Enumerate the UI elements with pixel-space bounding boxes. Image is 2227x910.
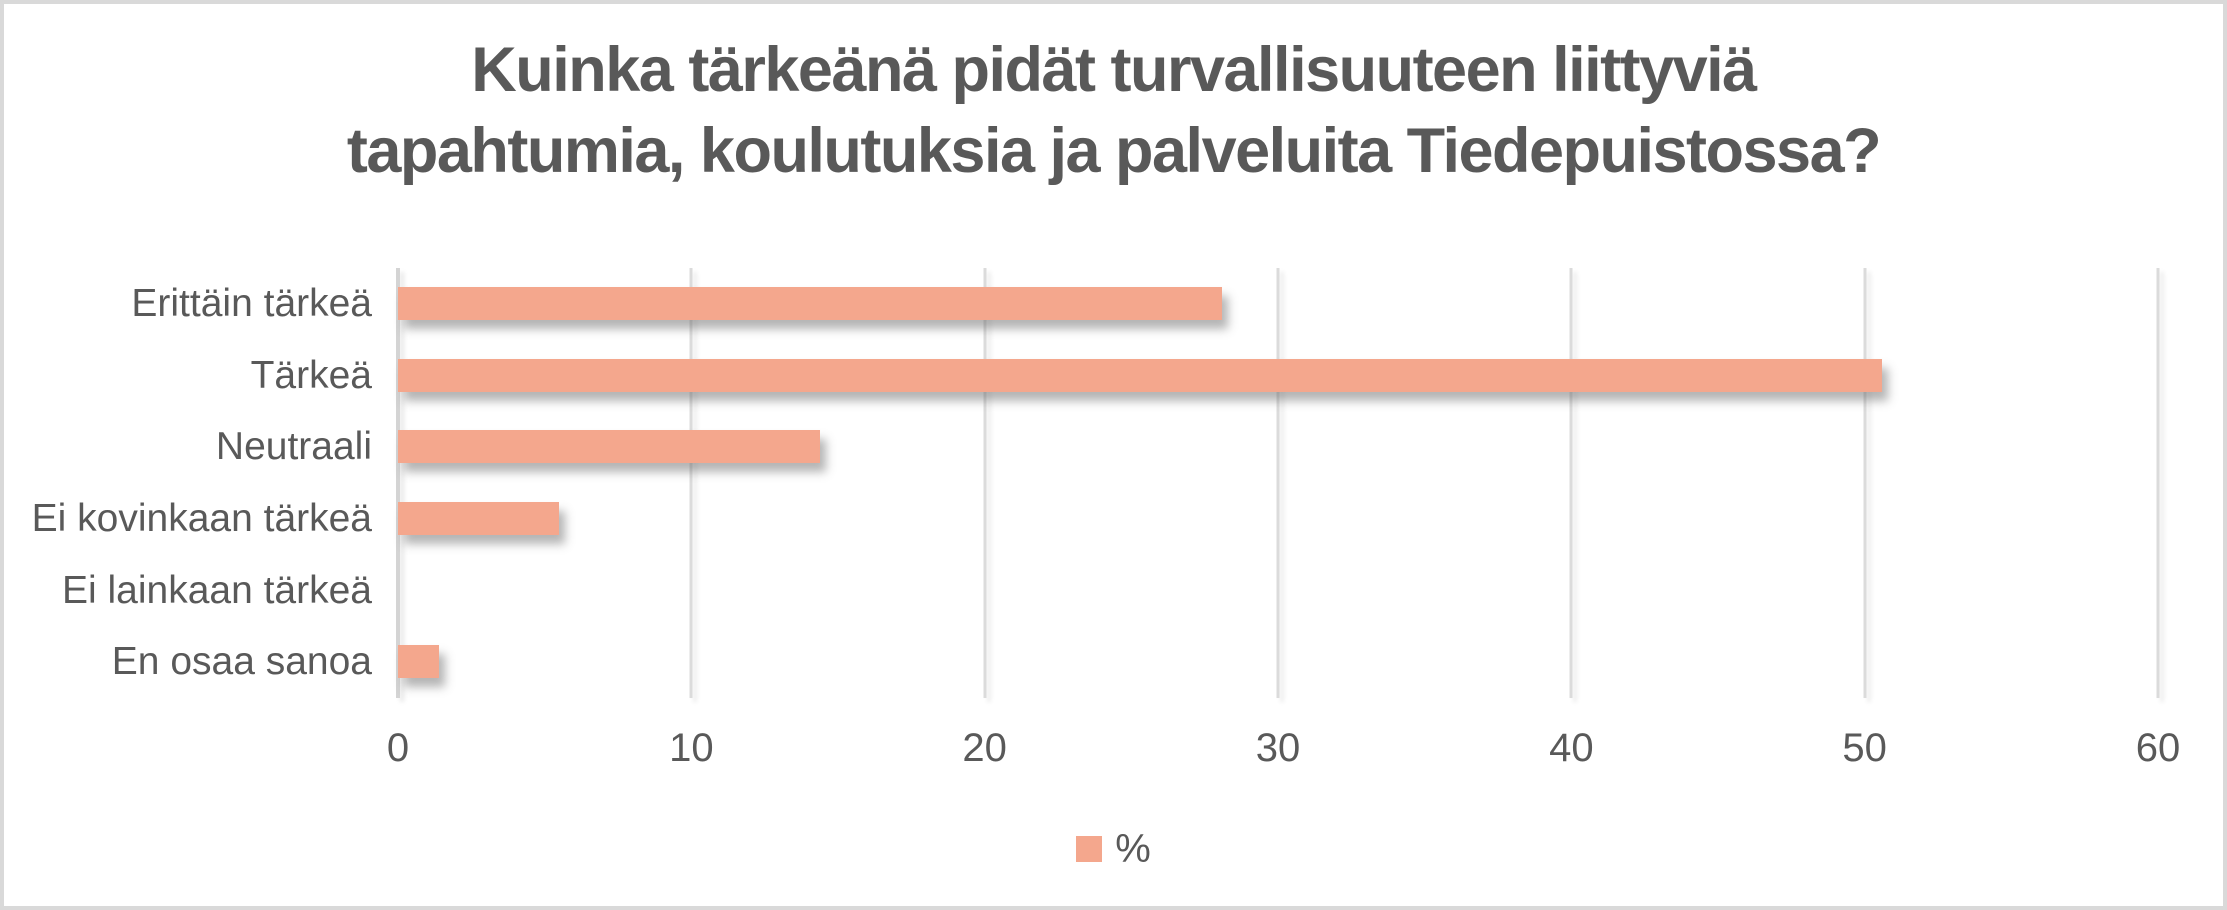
category-axis-labels: Erittäin tärkeä Tärkeä Neutraali Ei kovinka… [4,268,372,698]
chart-title-line-2: tapahtumia, koulutuksia ja palveluita Ti… [346,115,1882,186]
y-axis-line [396,268,400,698]
x-tick-label: 30 [1255,726,1301,770]
chart-title: Kuinka tärkeänä pidät turvallisuuteen li… [4,30,2223,191]
bar-row [398,411,2158,483]
bar-row [398,483,2158,555]
x-tick-label: 40 [1549,726,1594,770]
gridline [689,268,693,698]
category-label: Erittäin tärkeä [131,281,372,325]
category-label: En osaa sanoa [111,640,372,684]
x-tick-label: 50 [1842,726,1887,770]
bar [398,287,1223,320]
bar [398,502,560,535]
gridline [2156,268,2160,698]
category-label: Neutraali [215,425,372,469]
x-axis-tick-labels: 0 10 20 30 40 50 60 [387,726,2180,774]
bar [398,645,440,679]
x-tick-label: 60 [2135,726,2181,770]
bar-row [398,340,2158,412]
gridline [983,268,987,698]
bar-row [398,555,2158,627]
category-label: Ei lainkaan tärkeä [61,568,372,612]
bar-row [398,626,2158,698]
gridline [1276,268,1280,698]
legend-label: % [1115,827,1151,871]
bar-row [398,268,2158,340]
bar [398,430,821,464]
category-label: Tärkeä [250,353,372,397]
legend: % [4,824,2223,874]
chart-title-line-1: Kuinka tärkeänä pidät turvallisuuteen li… [471,35,1757,105]
gridline [1569,268,1573,698]
plot-area [396,268,2160,698]
category-label: Ei kovinkaan tärkeä [31,496,372,540]
bar [398,358,1883,392]
x-tick-label: 10 [669,726,714,770]
x-tick-label: 0 [386,726,410,770]
gridline [1863,268,1867,698]
legend-swatch [1076,836,1103,862]
x-tick-label: 20 [962,726,1007,770]
